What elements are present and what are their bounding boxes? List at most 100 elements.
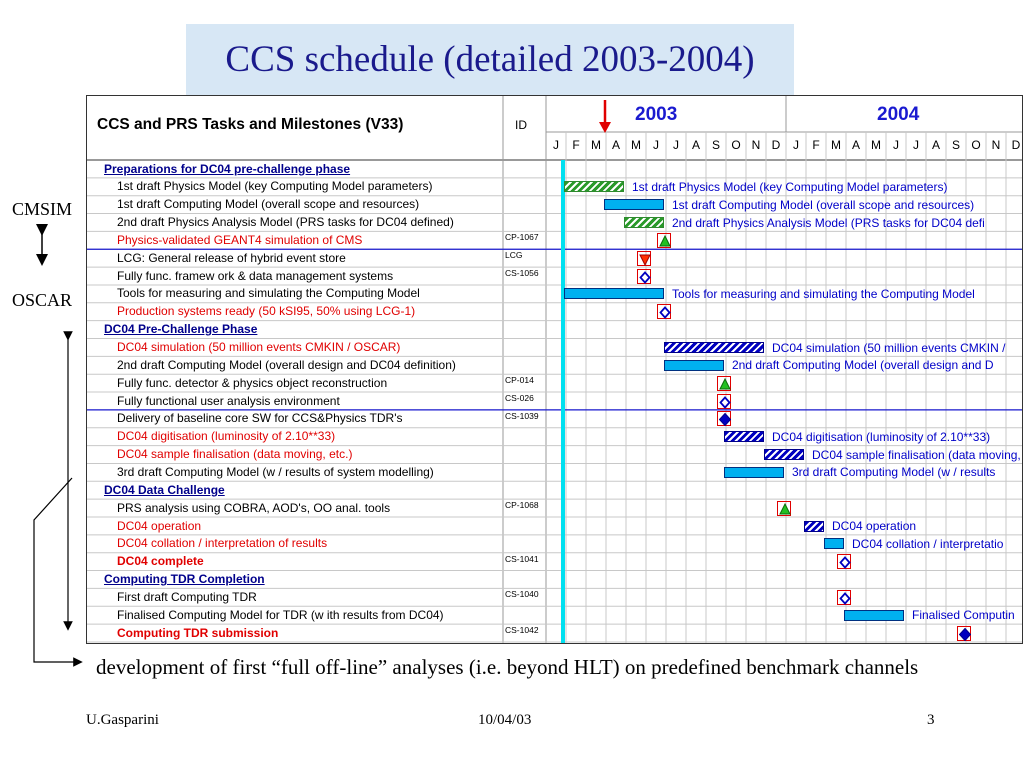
task-id: CS-1042 [505, 625, 539, 636]
bar-label: Finalised Computin [912, 608, 1015, 623]
task-label: Fully func. detector & physics object re… [117, 375, 388, 390]
diamond-outline-milestone-icon [837, 589, 851, 605]
task-label: Computing TDR submission [117, 625, 279, 640]
month-label: S [951, 138, 960, 152]
task-label: DC04 digitisation (luminosity of 2.10**3… [117, 429, 336, 444]
section-heading: DC04 Pre-Challenge Phase [104, 322, 258, 337]
section-heading: Computing TDR Completion [104, 572, 265, 587]
gantt-bar [564, 288, 664, 300]
triangle-up-milestone-icon [717, 375, 731, 391]
task-label: Physics-validated GEANT4 simulation of C… [117, 232, 363, 247]
month-label: J [913, 138, 919, 152]
triangle-down-milestone-icon [637, 250, 651, 266]
task-label: PRS analysis using COBRA, AOD's, OO anal… [117, 500, 391, 515]
gantt-bar [844, 609, 904, 621]
gantt-bar [824, 538, 844, 550]
month-label: M [831, 138, 841, 152]
diamond-filled-milestone-icon [717, 411, 731, 427]
gantt-bar [604, 199, 664, 211]
bar-label: Tools for measuring and simulating the C… [672, 286, 975, 301]
task-id: CS-1039 [505, 410, 539, 421]
gantt-grid [87, 96, 1022, 643]
caption-text: development of first “full off-line” ana… [96, 655, 919, 679]
task-label: Delivery of baseline core SW for CCS&Phy… [117, 411, 403, 426]
month-label: S [711, 138, 720, 152]
task-label: 1st draft Computing Model (overall scope… [117, 197, 420, 212]
diamond-outline-milestone-icon [637, 268, 651, 284]
year-2004-label: 2004 [877, 104, 920, 125]
bar-label: 2nd draft Physics Analysis Model (PRS ta… [672, 215, 985, 230]
month-label: A [611, 138, 620, 152]
gantt-bar [664, 359, 724, 371]
month-label: N [991, 138, 1001, 152]
gantt-bar [664, 342, 764, 353]
month-label: J [673, 138, 679, 152]
month-label: J [653, 138, 659, 152]
tasks-header: CCS and PRS Tasks and Milestones (V33) [97, 116, 404, 133]
gantt-chart: CCS and PRS Tasks and Milestones (V33) I… [86, 95, 1023, 644]
task-label: DC04 complete [117, 554, 204, 569]
task-id: CS-026 [505, 393, 534, 404]
cmsim-label: CMSIM [12, 199, 73, 219]
page-title: CCS schedule (detailed 2003-2004) [225, 39, 755, 80]
title-banner: CCS schedule (detailed 2003-2004) [186, 24, 794, 95]
task-label: 1st draft Physics Model (key Computing M… [117, 179, 433, 194]
month-label: D [771, 138, 781, 152]
task-id: CP-014 [505, 375, 534, 386]
bar-label: DC04 digitisation (luminosity of 2.10**3… [772, 429, 991, 444]
task-id: CS-1041 [505, 553, 539, 564]
month-label: M [871, 138, 881, 152]
task-label: 3rd draft Computing Model (w / results o… [117, 464, 434, 479]
month-label: O [731, 138, 741, 152]
month-label: A [931, 138, 940, 152]
section-heading: DC04 Data Challenge [104, 482, 225, 497]
task-label: DC04 collation / interpretation of resul… [117, 536, 328, 551]
task-label: Fully functional user analysis environme… [117, 393, 340, 408]
month-label: F [572, 138, 580, 152]
task-label: Tools for measuring and simulating the C… [117, 286, 420, 301]
annotation-arrows [33, 224, 83, 667]
gantt-bar [624, 217, 664, 229]
diamond-outline-milestone-icon [717, 393, 731, 409]
task-label: First draft Computing TDR [117, 589, 257, 604]
current-date-arrow-icon [598, 100, 612, 134]
diamond-outline-milestone-icon [837, 554, 851, 570]
bar-label: DC04 sample finalisation (data moving, [812, 447, 1021, 462]
task-label: DC04 simulation (50 million events CMKIN… [117, 340, 401, 354]
gantt-bar [564, 181, 624, 193]
bar-label: 1st draft Computing Model (overall scope… [672, 197, 975, 212]
gantt-bar [804, 520, 824, 532]
footer-author: U.Gasparini [86, 712, 159, 728]
task-label: Production systems ready (50 kSI95, 50% … [117, 304, 416, 319]
oscar-label: OSCAR [12, 290, 73, 310]
task-id: CP-1067 [505, 232, 539, 243]
task-id: CP-1068 [505, 500, 539, 511]
task-label: 2nd draft Computing Model (overall desig… [117, 357, 456, 372]
gantt-bar [724, 431, 764, 443]
diamond-outline-milestone-icon [657, 304, 671, 320]
triangle-up-milestone-icon [657, 232, 671, 248]
bar-label: DC04 collation / interpretatio [852, 536, 1004, 551]
gantt-bar [764, 449, 804, 461]
id-header: ID [515, 118, 527, 132]
month-label: A [851, 138, 860, 152]
diamond-filled-milestone-icon [957, 625, 971, 641]
triangle-up-milestone-icon [777, 500, 791, 516]
task-label: DC04 sample finalisation (data moving, e… [117, 447, 353, 462]
bar-label: 1st draft Physics Model (key Computing M… [632, 179, 948, 194]
task-label: Finalised Computing Model for TDR (w ith… [117, 607, 444, 622]
month-label: M [591, 138, 601, 152]
bar-label: 3rd draft Computing Model (w / results [792, 465, 996, 480]
month-label: F [812, 138, 820, 152]
bar-label: 2nd draft Computing Model (overall desig… [732, 358, 994, 373]
bar-label: DC04 simulation (50 million events CMKIN… [772, 340, 1006, 355]
year-2003-label: 2003 [635, 104, 678, 125]
task-id: LCG [505, 250, 523, 261]
month-label: D [1011, 138, 1021, 152]
task-id: CS-1056 [505, 268, 539, 279]
task-label: Fully func. framew ork & data management… [117, 268, 394, 283]
month-label: M [631, 138, 641, 152]
month-label: J [793, 138, 799, 152]
bar-label: DC04 operation [832, 519, 917, 533]
month-label: N [751, 138, 761, 152]
